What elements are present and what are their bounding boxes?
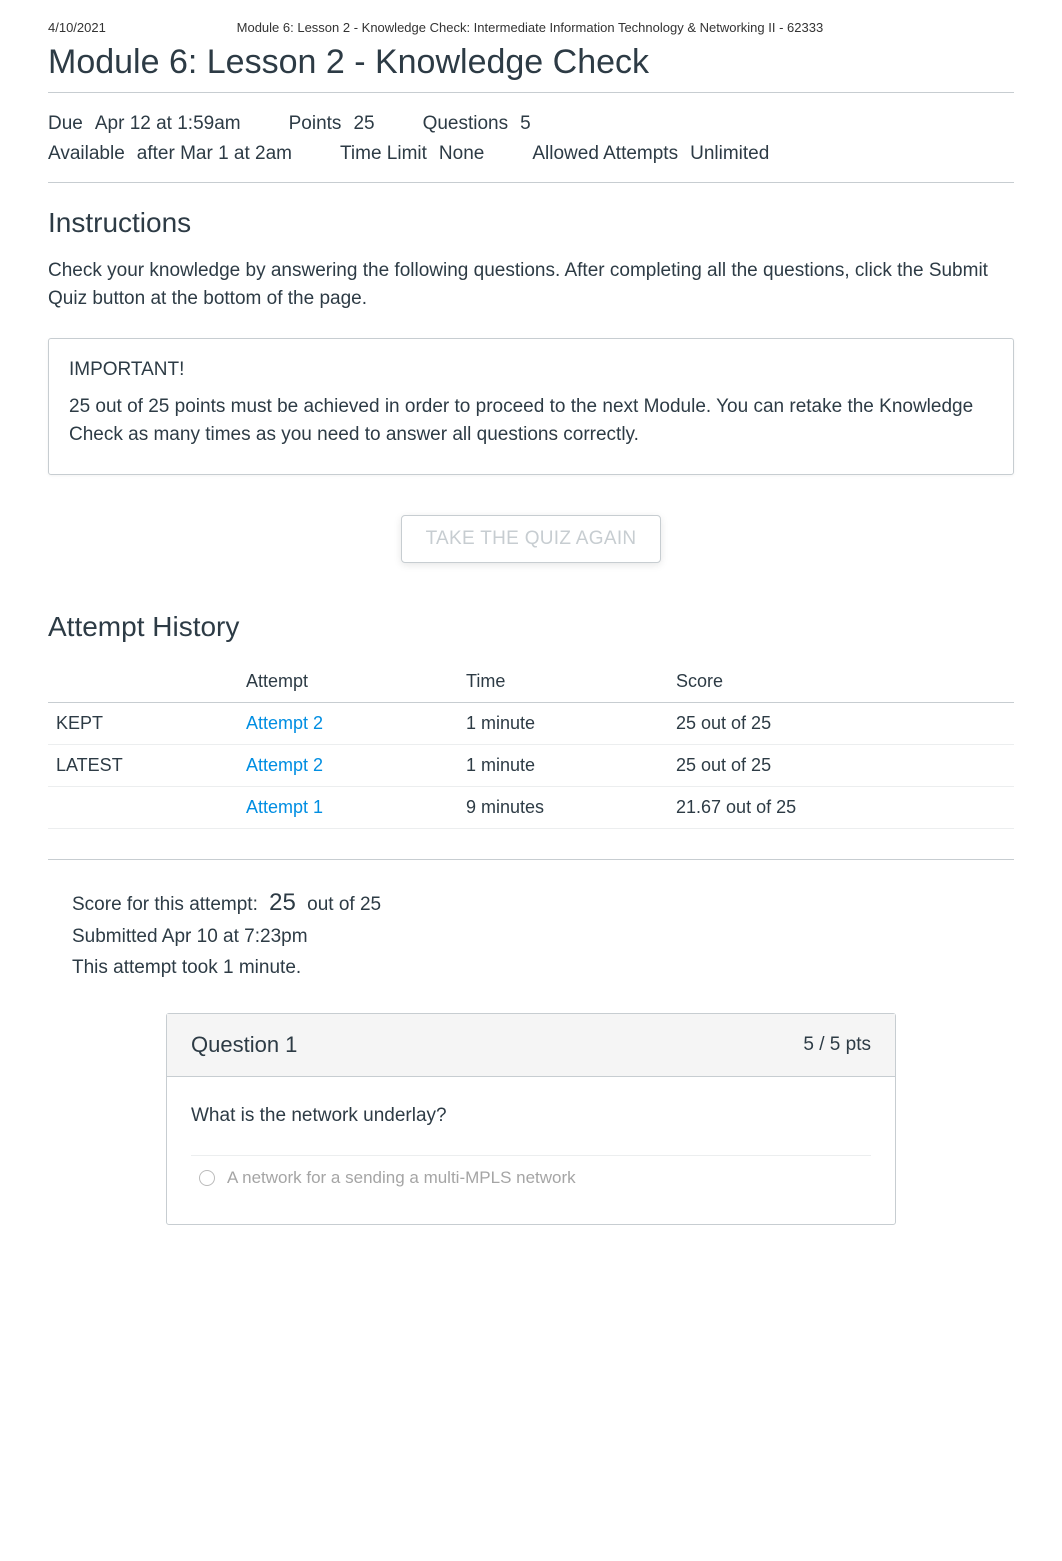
- important-text: 25 out of 25 points must be achieved in …: [69, 393, 993, 450]
- print-header: 4/10/2021 Module 6: Lesson 2 - Knowledge…: [48, 20, 1014, 35]
- important-box: IMPORTANT! 25 out of 25 points must be a…: [48, 338, 1014, 475]
- important-heading: IMPORTANT!: [69, 359, 993, 381]
- th-attempt: Attempt: [238, 661, 458, 703]
- meta-allowed-value: Unlimited: [690, 139, 769, 169]
- take-quiz-again-button[interactable]: TAKE THE QUIZ AGAIN: [401, 515, 662, 563]
- answer-text: A network for a sending a multi-MPLS net…: [227, 1168, 576, 1188]
- instructions-heading: Instructions: [48, 207, 1014, 239]
- attempt-link[interactable]: Attempt 2: [246, 755, 323, 775]
- attempt-history-heading: Attempt History: [48, 611, 1014, 643]
- meta-due: Due Apr 12 at 1:59am: [48, 109, 241, 139]
- meta-points: Points 25: [289, 109, 375, 139]
- question-points: 5 / 5 pts: [803, 1034, 871, 1056]
- meta-allowed-label: Allowed Attempts: [532, 139, 678, 169]
- meta-available-value: after Mar 1 at 2am: [137, 139, 292, 169]
- meta-allowed: Allowed Attempts Unlimited: [532, 139, 769, 169]
- print-date: 4/10/2021: [48, 20, 106, 35]
- meta-points-value: 25: [353, 109, 374, 139]
- meta-points-label: Points: [289, 109, 342, 139]
- question-text: What is the network underlay?: [191, 1105, 871, 1127]
- question-title: Question 1: [191, 1032, 297, 1058]
- meta-questions-label: Questions: [423, 109, 509, 139]
- question-header: Question 1 5 / 5 pts: [167, 1014, 895, 1077]
- table-row: KEPT Attempt 2 1 minute 25 out of 25: [48, 702, 1014, 744]
- attempt-link[interactable]: Attempt 2: [246, 713, 323, 733]
- meta-questions: Questions 5: [423, 109, 531, 139]
- score-value: 25: [263, 889, 302, 916]
- row-time: 1 minute: [458, 702, 668, 744]
- table-row: Attempt 1 9 minutes 21.67 out of 25: [48, 786, 1014, 828]
- meta-time-limit-value: None: [439, 139, 484, 169]
- page-title: Module 6: Lesson 2 - Knowledge Check: [48, 43, 1014, 82]
- th-time: Time: [458, 661, 668, 703]
- meta-questions-value: 5: [520, 109, 531, 139]
- row-time: 9 minutes: [458, 786, 668, 828]
- radio-icon: [199, 1170, 215, 1186]
- print-title: Module 6: Lesson 2 - Knowledge Check: In…: [106, 20, 954, 35]
- attempt-history-table: Attempt Time Score KEPT Attempt 2 1 minu…: [48, 661, 1014, 829]
- row-label: [48, 786, 238, 828]
- quiz-meta: Due Apr 12 at 1:59am Points 25 Questions…: [48, 103, 1014, 183]
- row-score: 21.67 out of 25: [668, 786, 1014, 828]
- answer-option: A network for a sending a multi-MPLS net…: [191, 1155, 871, 1200]
- th-label: [48, 661, 238, 703]
- row-time: 1 minute: [458, 744, 668, 786]
- th-score: Score: [668, 661, 1014, 703]
- instructions-text: Check your knowledge by answering the fo…: [48, 257, 1014, 314]
- submitted-text: Submitted Apr 10 at 7:23pm: [72, 922, 1014, 952]
- meta-available-label: Available: [48, 139, 125, 169]
- score-suffix: out of 25: [307, 894, 381, 915]
- meta-available: Available after Mar 1 at 2am: [48, 139, 292, 169]
- score-block: Score for this attempt: 25 out of 25 Sub…: [48, 884, 1014, 983]
- meta-time-limit: Time Limit None: [340, 139, 484, 169]
- table-row: LATEST Attempt 2 1 minute 25 out of 25: [48, 744, 1014, 786]
- divider: [48, 859, 1014, 860]
- divider: [48, 92, 1014, 93]
- meta-due-value: Apr 12 at 1:59am: [95, 109, 241, 139]
- attempt-link[interactable]: Attempt 1: [246, 797, 323, 817]
- row-score: 25 out of 25: [668, 744, 1014, 786]
- meta-due-label: Due: [48, 109, 83, 139]
- score-label: Score for this attempt:: [72, 894, 258, 915]
- question-body: What is the network underlay? A network …: [167, 1077, 895, 1224]
- meta-time-limit-label: Time Limit: [340, 139, 427, 169]
- row-label: KEPT: [48, 702, 238, 744]
- row-score: 25 out of 25: [668, 702, 1014, 744]
- row-label: LATEST: [48, 744, 238, 786]
- duration-text: This attempt took 1 minute.: [72, 953, 1014, 983]
- question-card: Question 1 5 / 5 pts What is the network…: [166, 1013, 896, 1225]
